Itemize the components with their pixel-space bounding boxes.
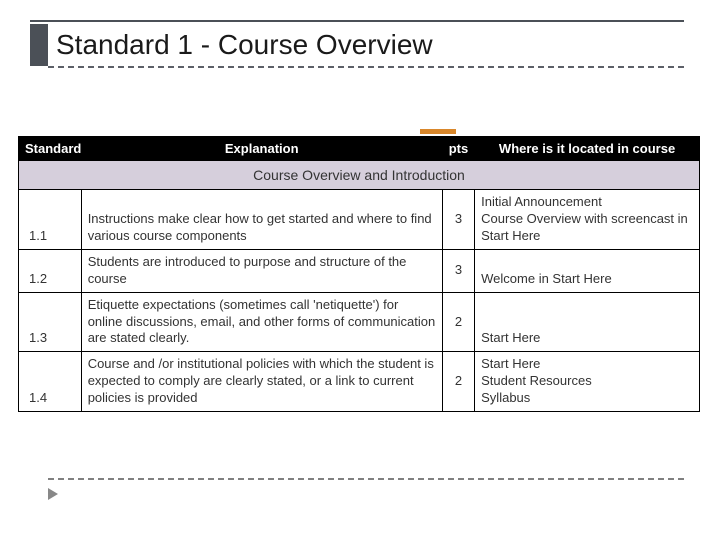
cell-explanation: Etiquette expectations (sometimes call '… xyxy=(81,292,442,352)
table-row: 1.2 Students are introduced to purpose a… xyxy=(19,249,700,292)
page-title: Standard 1 - Course Overview xyxy=(48,29,684,61)
cell-location: Welcome in Start Here xyxy=(475,249,700,292)
title-dashed-underline xyxy=(48,66,684,68)
cell-pts: 3 xyxy=(442,190,474,250)
title-accent-block xyxy=(30,24,48,66)
table-header-row: Standard Explanation pts Where is it loc… xyxy=(19,137,700,161)
cell-standard: 1.1 xyxy=(19,190,82,250)
header-explanation: Explanation xyxy=(81,137,442,161)
standards-table-container: Standard Explanation pts Where is it loc… xyxy=(18,136,700,412)
section-header-cell: Course Overview and Introduction xyxy=(19,161,700,190)
cell-location: Initial AnnouncementCourse Overview with… xyxy=(475,190,700,250)
cell-explanation: Course and /or institutional policies wi… xyxy=(81,352,442,412)
standards-table: Standard Explanation pts Where is it loc… xyxy=(18,136,700,412)
cell-pts: 2 xyxy=(442,352,474,412)
cell-pts: 2 xyxy=(442,292,474,352)
cell-standard: 1.2 xyxy=(19,249,82,292)
section-header-row: Course Overview and Introduction xyxy=(19,161,700,190)
cell-location: Start Here xyxy=(475,292,700,352)
cell-pts: 3 xyxy=(442,249,474,292)
table-row: 1.4 Course and /or institutional policie… xyxy=(19,352,700,412)
bottom-dashed-line xyxy=(48,478,684,480)
table-row: 1.3 Etiquette expectations (sometimes ca… xyxy=(19,292,700,352)
cell-explanation: Instructions make clear how to get start… xyxy=(81,190,442,250)
header-location: Where is it located in course xyxy=(475,137,700,161)
cell-location: Start HereStudent ResourcesSyllabus xyxy=(475,352,700,412)
arrow-icon xyxy=(48,488,58,500)
table-row: 1.1 Instructions make clear how to get s… xyxy=(19,190,700,250)
orange-marker xyxy=(420,129,456,134)
title-bar: Standard 1 - Course Overview xyxy=(30,22,684,68)
header-standard: Standard xyxy=(19,137,82,161)
cell-standard: 1.3 xyxy=(19,292,82,352)
header-pts: pts xyxy=(442,137,474,161)
cell-standard: 1.4 xyxy=(19,352,82,412)
cell-explanation: Students are introduced to purpose and s… xyxy=(81,249,442,292)
